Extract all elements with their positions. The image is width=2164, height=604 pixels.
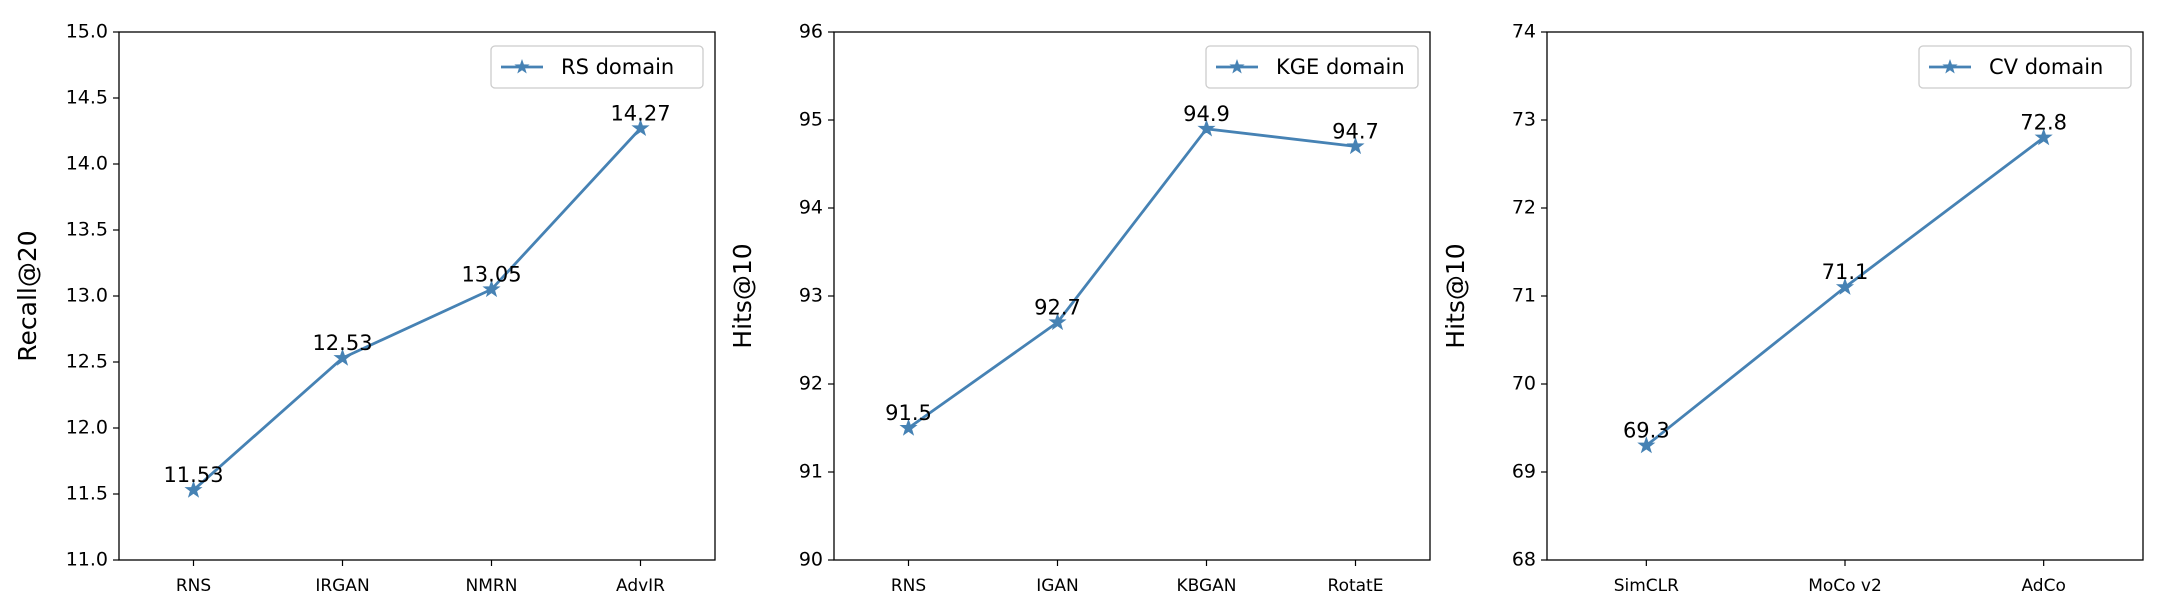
data-label: 94.9 <box>1183 102 1230 126</box>
y-tick-label: 69 <box>1512 461 1536 483</box>
data-label: 72.8 <box>2020 111 2067 135</box>
y-tick-label: 11.5 <box>66 483 108 505</box>
data-label: 11.53 <box>163 463 223 487</box>
y-tick-label: 14.5 <box>66 87 108 109</box>
x-tick-label: RNS <box>176 576 211 596</box>
y-tick-label: 13.5 <box>66 219 108 241</box>
x-tick-label: AdvIR <box>616 576 665 596</box>
star-marker <box>184 480 203 498</box>
legend-box <box>490 45 704 89</box>
star-marker <box>1346 136 1365 155</box>
x-tick-label: MoCo v2 <box>1808 576 1882 596</box>
star-marker <box>631 118 650 137</box>
y-tick-label: 15.0 <box>66 21 108 43</box>
legend-box <box>1918 45 2132 89</box>
y-tick-label: 95 <box>799 109 823 131</box>
y-tick-label: 91 <box>799 461 823 483</box>
star-marker <box>1048 312 1067 331</box>
y-tick-label: 92 <box>799 373 823 395</box>
data-label: 69.3 <box>1623 419 1670 443</box>
series-line <box>192 127 642 492</box>
y-tick-label: 93 <box>799 285 823 307</box>
y-tick-label: 14.0 <box>66 153 108 175</box>
data-label: 12.53 <box>312 331 372 355</box>
data-label: 13.05 <box>461 262 521 286</box>
y-tick-label: 72 <box>1512 197 1536 219</box>
star-marker <box>482 279 501 298</box>
x-tick-label: IGAN <box>1036 576 1079 596</box>
y-tick-label: 12.5 <box>66 351 108 373</box>
y-tick-label: 90 <box>799 549 823 571</box>
y-tick-label: 73 <box>1512 109 1536 131</box>
x-tick-label: AdCo <box>2021 576 2065 596</box>
data-label: 14.27 <box>610 101 670 125</box>
y-tick-label: 70 <box>1512 373 1536 395</box>
data-label: 91.5 <box>885 401 932 425</box>
legend-marker <box>1229 59 1245 74</box>
star-marker <box>1835 277 1855 295</box>
y-axis-label: Hits@10 <box>728 243 757 348</box>
star-marker <box>899 418 918 436</box>
legend-label: KGE domain <box>1276 55 1405 79</box>
legend-marker <box>514 59 530 74</box>
series-line <box>1645 136 2045 447</box>
y-tick-label: 12.0 <box>66 417 108 439</box>
legend-label: CV domain <box>1989 55 2103 79</box>
x-tick-label: NMRN <box>466 576 518 596</box>
series-line <box>907 127 1356 430</box>
y-tick-label: 94 <box>799 197 823 219</box>
x-tick-label: SimCLR <box>1614 576 1679 596</box>
panel: 90 91 92 93 94 95 96 RNS IGAN KBGAN RotatE Hits@10 9… <box>728 21 1431 596</box>
x-tick-label: RNS <box>891 576 926 596</box>
axes-frame <box>833 31 1431 561</box>
star-marker <box>1197 119 1216 137</box>
legend-label: RS domain <box>561 55 674 79</box>
legend-marker <box>1942 59 1958 74</box>
y-tick-label: 74 <box>1512 21 1536 43</box>
y-tick-label: 96 <box>799 21 823 43</box>
legend-box <box>1205 45 1419 89</box>
y-axis-label: Recall@20 <box>13 230 42 361</box>
star-marker <box>333 348 352 366</box>
star-marker <box>2034 128 2053 146</box>
panel: 11.0 11.5 12.0 12.5 13.0 13.5 14.0 14.5 15.0 RNS I… <box>13 21 716 596</box>
data-label: 71.1 <box>1822 260 1869 284</box>
x-tick-label: IRGAN <box>315 576 369 596</box>
x-tick-label: RotatE <box>1328 576 1384 596</box>
panel: 68 69 70 71 72 73 74 SimCLR MoCo v2 AdCo Hits@10 69… <box>1441 21 2144 596</box>
x-tick-label: KBGAN <box>1176 576 1236 596</box>
y-tick-label: 13.0 <box>66 285 108 307</box>
y-tick-label: 11.0 <box>66 549 108 571</box>
data-label: 94.7 <box>1332 119 1379 143</box>
star-marker <box>1637 436 1656 454</box>
y-tick-label: 68 <box>1512 549 1536 571</box>
data-label: 92.7 <box>1034 295 1081 319</box>
y-axis-label: Hits@10 <box>1441 243 1470 348</box>
y-tick-label: 71 <box>1512 285 1536 307</box>
